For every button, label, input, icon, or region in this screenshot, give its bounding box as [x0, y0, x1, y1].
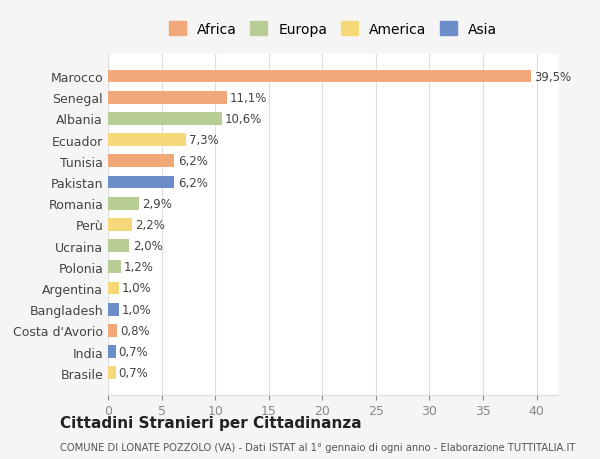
Bar — [108, 218, 131, 231]
Bar — [108, 71, 531, 83]
Bar — [108, 261, 121, 274]
Text: 1,0%: 1,0% — [122, 303, 152, 316]
Bar — [108, 155, 175, 168]
Text: 0,7%: 0,7% — [119, 345, 148, 358]
Text: 6,2%: 6,2% — [178, 155, 208, 168]
Text: 2,0%: 2,0% — [133, 240, 163, 252]
Text: 10,6%: 10,6% — [225, 112, 262, 126]
Bar — [108, 92, 227, 104]
Text: COMUNE DI LONATE POZZOLO (VA) - Dati ISTAT al 1° gennaio di ogni anno - Elaboraz: COMUNE DI LONATE POZZOLO (VA) - Dati IST… — [60, 442, 575, 452]
Bar — [108, 134, 186, 147]
Legend: Africa, Europa, America, Asia: Africa, Europa, America, Asia — [165, 18, 501, 41]
Bar — [108, 367, 115, 379]
Text: 1,0%: 1,0% — [122, 282, 152, 295]
Bar — [108, 176, 175, 189]
Text: 2,2%: 2,2% — [135, 218, 164, 231]
Text: 1,2%: 1,2% — [124, 261, 154, 274]
Text: 2,9%: 2,9% — [142, 197, 172, 210]
Text: 7,3%: 7,3% — [190, 134, 219, 147]
Bar — [108, 325, 116, 337]
Bar — [108, 346, 115, 358]
Text: 0,8%: 0,8% — [120, 324, 149, 337]
Text: Cittadini Stranieri per Cittadinanza: Cittadini Stranieri per Cittadinanza — [60, 415, 362, 430]
Bar — [108, 282, 119, 295]
Text: 6,2%: 6,2% — [178, 176, 208, 189]
Bar — [108, 197, 139, 210]
Bar — [108, 240, 130, 252]
Bar — [108, 303, 119, 316]
Text: 39,5%: 39,5% — [535, 70, 572, 84]
Text: 11,1%: 11,1% — [230, 91, 268, 105]
Bar — [108, 113, 221, 125]
Text: 0,7%: 0,7% — [119, 366, 148, 380]
